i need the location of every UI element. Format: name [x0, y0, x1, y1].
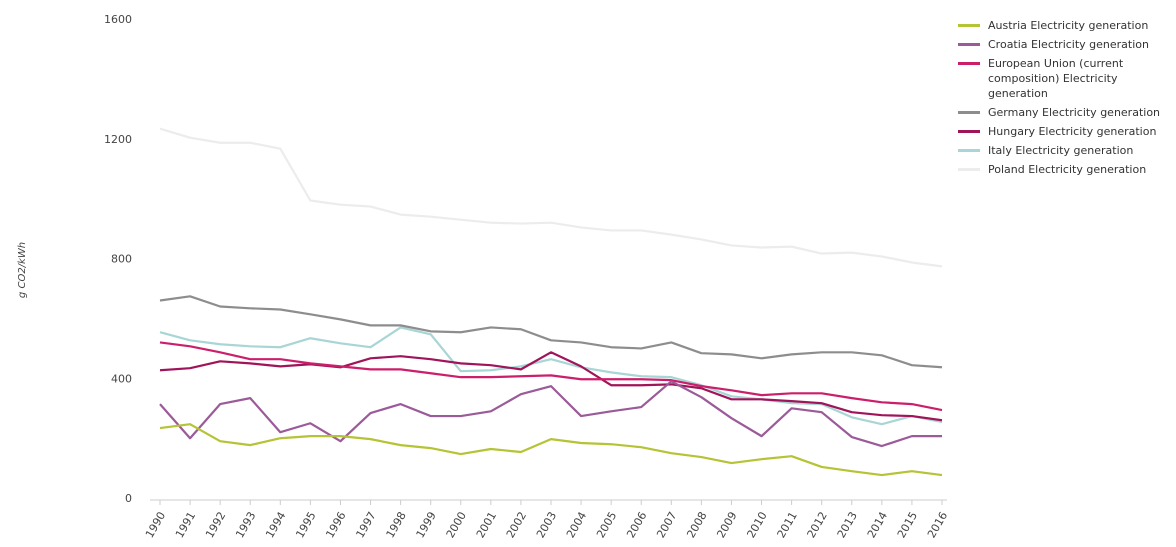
legend-swatch — [958, 24, 980, 27]
series-line — [159, 423, 943, 477]
x-tick-label: 1992 — [203, 510, 228, 541]
x-tick-label: 1994 — [263, 510, 288, 541]
legend-item[interactable]: Hungary Electricity generation — [958, 124, 1173, 139]
y-tick-label: 1200 — [104, 133, 132, 146]
legend-label: Poland Electricity generation — [988, 163, 1147, 176]
x-tick-label: 2002 — [504, 510, 529, 541]
series-line — [159, 380, 942, 448]
x-tick-label: 1997 — [353, 510, 378, 541]
legend-item[interactable]: Poland Electricity generation — [958, 162, 1173, 177]
legend-label: Hungary Electricity generation — [988, 125, 1157, 138]
x-tick-label: 2005 — [594, 510, 619, 541]
legend: Austria Electricity generation Croatia El… — [958, 18, 1173, 181]
x-tick-label: 2013 — [835, 510, 860, 541]
legend-swatch — [958, 43, 980, 46]
legend-item[interactable]: European Union (current composition) Ele… — [958, 56, 1173, 101]
x-tick-label: 1993 — [233, 510, 258, 541]
x-tick-label: 2012 — [805, 510, 830, 541]
legend-swatch — [958, 62, 980, 65]
legend-swatch — [958, 111, 980, 114]
y-tick-label: 400 — [111, 372, 132, 385]
legend-item[interactable]: Austria Electricity generation — [958, 18, 1173, 33]
legend-label: Croatia Electricity generation — [988, 38, 1149, 51]
y-tick-label: 0 — [125, 492, 132, 505]
x-tick-label: 2006 — [624, 510, 649, 541]
x-tick-label: 2015 — [895, 510, 920, 541]
series-line — [159, 351, 943, 422]
y-tick-label: 800 — [111, 253, 132, 266]
x-tick-label: 1996 — [323, 510, 348, 541]
x-tick-label: 2007 — [654, 510, 679, 541]
x-tick-label: 2003 — [534, 510, 559, 541]
x-tick-label: 2016 — [925, 510, 950, 541]
legend-item[interactable]: Italy Electricity generation — [958, 143, 1173, 158]
x-tick-label: 1990 — [143, 510, 168, 541]
series-line — [159, 295, 943, 369]
x-tick-label: 2004 — [564, 510, 589, 541]
x-tick-label: 1999 — [414, 510, 439, 541]
legend-swatch — [958, 130, 980, 133]
x-tick-label: 2014 — [865, 510, 890, 541]
x-tick-label: 1998 — [384, 510, 409, 541]
x-tick-label: 2010 — [744, 510, 769, 541]
legend-label: European Union (current composition) Ele… — [988, 57, 1124, 100]
legend-label: Germany Electricity generation — [988, 106, 1161, 119]
series-line — [159, 127, 943, 268]
legend-item[interactable]: Germany Electricity generation — [958, 105, 1173, 120]
x-tick-label: 2000 — [444, 510, 469, 541]
x-tick-label: 1991 — [173, 510, 198, 541]
x-tick-label: 1995 — [293, 510, 318, 541]
legend-item[interactable]: Croatia Electricity generation — [958, 37, 1173, 52]
legend-swatch — [958, 149, 980, 152]
legend-swatch — [958, 168, 980, 171]
x-tick-label: 2008 — [684, 510, 709, 541]
series-line — [159, 326, 943, 426]
legend-label: Austria Electricity generation — [988, 19, 1149, 32]
series-line — [159, 341, 943, 412]
x-tick-label: 2011 — [775, 510, 800, 541]
y-axis-label: g CO2/kWh — [17, 242, 28, 298]
x-tick-label: 2009 — [714, 510, 739, 541]
legend-label: Italy Electricity generation — [988, 144, 1134, 157]
y-tick-label: 1600 — [104, 13, 132, 26]
x-tick-label: 2001 — [474, 510, 499, 541]
